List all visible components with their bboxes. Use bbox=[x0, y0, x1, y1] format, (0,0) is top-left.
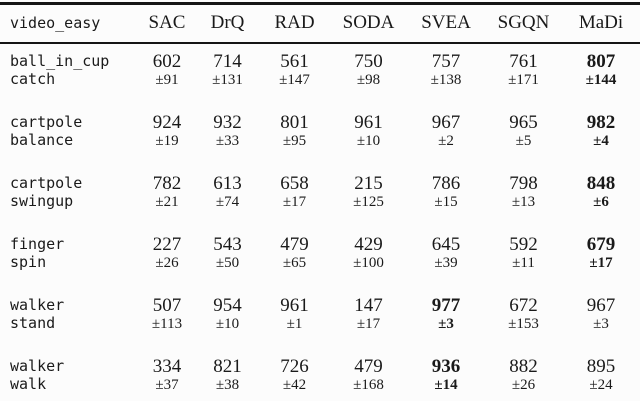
score-cell: 967 ±3 bbox=[586, 295, 616, 333]
score-cell: 613 ±74 bbox=[213, 173, 242, 211]
score-cell: 561 ±147 bbox=[279, 51, 310, 89]
score-cell-best: 848 ±6 bbox=[586, 173, 616, 211]
score-cell: 592 ±11 bbox=[509, 234, 538, 272]
score-cell: 479 ±65 bbox=[280, 234, 309, 272]
score-cell: 672 ±153 bbox=[508, 295, 539, 333]
score-cell: 961 ±10 bbox=[354, 112, 383, 150]
table-row-finger-spin: finger spin 227 ±26 543 ±50 479 ±65 429 ±100… bbox=[0, 227, 640, 288]
score-cell: 965 ±5 bbox=[509, 112, 538, 150]
column-header-soda: SODA bbox=[330, 3, 407, 44]
score-cell: 227 ±26 bbox=[152, 234, 182, 272]
score-cell: 543 ±50 bbox=[213, 234, 242, 272]
env-name: walker stand bbox=[10, 296, 65, 332]
score-cell: 507 ±113 bbox=[151, 295, 183, 333]
score-cell: 658 ±17 bbox=[280, 173, 309, 211]
score-cell: 334 ±37 bbox=[152, 356, 182, 394]
score-cell: 602 ±91 bbox=[152, 51, 182, 89]
column-header-drq: DrQ bbox=[196, 3, 259, 44]
score-cell: 782 ±21 bbox=[152, 173, 182, 211]
score-cell: 895 ±24 bbox=[586, 356, 616, 394]
score-cell: 786 ±15 bbox=[431, 173, 461, 211]
score-cell: 821 ±38 bbox=[213, 356, 242, 394]
score-cell-best: 936 ±14 bbox=[431, 356, 461, 394]
env-name: ball_in_cup catch bbox=[10, 52, 110, 88]
score-cell: 801 ±95 bbox=[280, 112, 309, 150]
score-cell-best: 977 ±3 bbox=[431, 295, 461, 333]
env-name: walker walk bbox=[10, 357, 65, 393]
score-cell: 798 ±13 bbox=[509, 173, 538, 211]
table-row-walker-stand: walker stand 507 ±113 954 ±10 961 ±1 147 ±17… bbox=[0, 288, 640, 349]
score-cell: 932 ±33 bbox=[213, 112, 242, 150]
score-cell-best: 807 ±144 bbox=[585, 51, 617, 89]
header-row: video_easy SAC DrQ RAD SODA SVEA SGQN Ma… bbox=[0, 3, 640, 44]
benchmark-name-header: video_easy bbox=[0, 3, 138, 44]
score-cell: 882 ±26 bbox=[509, 356, 538, 394]
column-header-rad: RAD bbox=[259, 3, 330, 44]
score-cell: 714 ±131 bbox=[212, 51, 243, 89]
table-row-cartpole-swingup: cartpole swingup 782 ±21 613 ±74 658 ±17 21… bbox=[0, 166, 640, 227]
score-cell: 215 ±125 bbox=[353, 173, 384, 211]
env-name: cartpole swingup bbox=[10, 174, 83, 210]
score-cell: 967 ±2 bbox=[431, 112, 461, 150]
score-cell-best: 982 ±4 bbox=[586, 112, 616, 150]
score-cell: 961 ±1 bbox=[280, 295, 309, 333]
env-name: cartpole balance bbox=[10, 113, 83, 149]
column-header-svea: SVEA bbox=[407, 3, 485, 44]
score-cell-best: 679 ±17 bbox=[586, 234, 616, 272]
score-cell: 757 ±138 bbox=[430, 51, 462, 89]
score-cell: 750 ±98 bbox=[354, 51, 383, 89]
column-header-sac: SAC bbox=[138, 3, 196, 44]
score-cell: 761 ±171 bbox=[508, 51, 539, 89]
score-cell: 429 ±100 bbox=[353, 234, 384, 272]
score-cell: 479 ±168 bbox=[353, 356, 384, 394]
score-cell: 147 ±17 bbox=[354, 295, 383, 333]
env-name: finger spin bbox=[10, 235, 65, 271]
table-row-ball-in-cup-catch: ball_in_cup catch 602 ±91 714 ±131 561 ±147… bbox=[0, 43, 640, 105]
table-row-cartpole-balance: cartpole balance 924 ±19 932 ±33 801 ±95 96… bbox=[0, 105, 640, 166]
score-cell: 726 ±42 bbox=[280, 356, 309, 394]
score-cell: 954 ±10 bbox=[213, 295, 242, 333]
column-header-madi: MaDi bbox=[562, 3, 640, 44]
column-header-sgqn: SGQN bbox=[485, 3, 562, 44]
score-cell: 924 ±19 bbox=[152, 112, 182, 150]
score-cell: 645 ±39 bbox=[431, 234, 461, 272]
table-row-walker-walk: walker walk 334 ±37 821 ±38 726 ±42 479 ±168… bbox=[0, 349, 640, 401]
